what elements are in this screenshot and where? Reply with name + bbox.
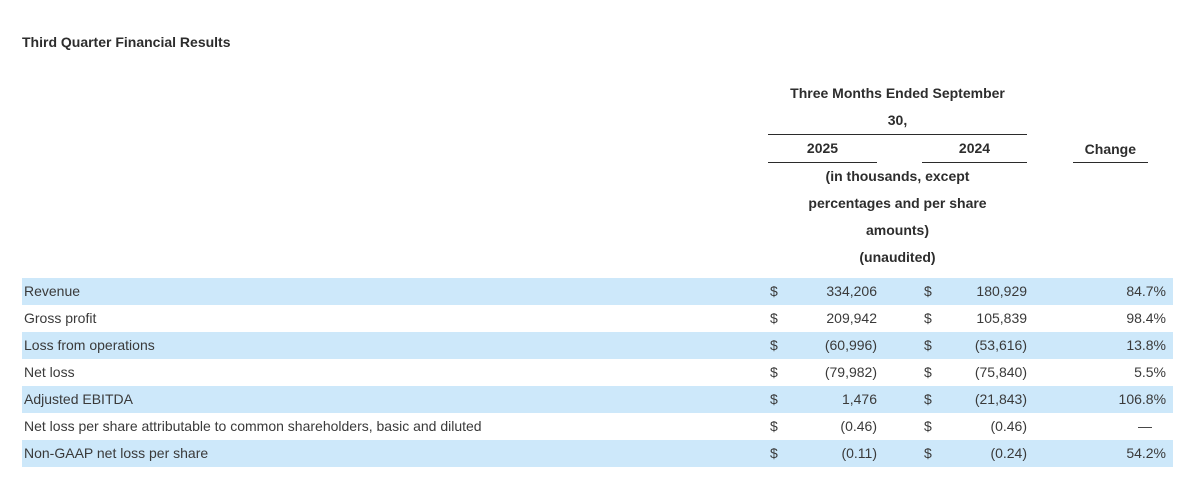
change-value: 106.8% bbox=[1027, 386, 1174, 413]
table-row: Revenue $ 334,206 $ 180,929 84.7% bbox=[22, 278, 1174, 305]
currency-symbol: $ bbox=[768, 278, 798, 305]
page-title: Third Quarter Financial Results bbox=[22, 34, 231, 50]
change-header-label: Change bbox=[1072, 136, 1149, 163]
column-header-change: Change bbox=[1027, 135, 1173, 163]
column-gap bbox=[877, 386, 922, 413]
value-2025: 1,476 bbox=[798, 386, 877, 413]
value-2024: (21,843) bbox=[952, 386, 1028, 413]
value-2025: (79,982) bbox=[824, 364, 877, 380]
table-row: Net loss $ (79,982) $ (75,840) 5.5% bbox=[22, 359, 1173, 386]
currency-symbol: $ bbox=[924, 364, 932, 380]
change-value: — bbox=[1138, 418, 1153, 434]
currency-symbol: $ bbox=[922, 386, 952, 413]
value-2025: (0.11) bbox=[798, 440, 877, 467]
table-header: Three Months Ended September 30, 2025 20… bbox=[22, 80, 1173, 278]
header-spacer bbox=[877, 135, 922, 163]
currency-symbol: $ bbox=[768, 386, 798, 413]
currency-symbol: $ bbox=[770, 310, 778, 326]
table-row: Non-GAAP net loss per share $ (0.11) $ (… bbox=[22, 440, 1174, 467]
row-label: Revenue bbox=[22, 278, 768, 305]
value-2025: (0.46) bbox=[840, 418, 877, 434]
header-spacer bbox=[22, 80, 768, 135]
row-label: Net loss per share attributable to commo… bbox=[24, 418, 482, 434]
currency-symbol: $ bbox=[922, 440, 952, 467]
table-subnotes: (in thousands, except percentages and pe… bbox=[768, 163, 1027, 279]
currency-symbol: $ bbox=[768, 440, 798, 467]
table-row: Loss from operations $ (60,996) $ (53,61… bbox=[22, 332, 1174, 359]
column-gap bbox=[877, 278, 922, 305]
currency-symbol: $ bbox=[924, 310, 932, 326]
column-gap bbox=[877, 332, 922, 359]
header-spacer bbox=[1027, 163, 1173, 279]
column-header-2024: 2024 bbox=[922, 134, 1028, 163]
column-header-2025: 2025 bbox=[768, 134, 877, 163]
value-2025: (60,996) bbox=[798, 332, 877, 359]
currency-symbol: $ bbox=[924, 418, 932, 434]
value-2025: 334,206 bbox=[798, 278, 877, 305]
period-header: Three Months Ended September 30, bbox=[768, 80, 1028, 135]
column-gap bbox=[877, 413, 922, 440]
table-row: Adjusted EBITDA $ 1,476 $ (21,843) 106.8… bbox=[22, 386, 1174, 413]
table-row: Gross profit $ 209,942 $ 105,839 98.4% bbox=[22, 305, 1173, 332]
currency-symbol: $ bbox=[770, 418, 778, 434]
subnote-line: (unaudited) bbox=[859, 249, 936, 265]
currency-symbol: $ bbox=[770, 364, 778, 380]
value-2024: (0.24) bbox=[952, 440, 1028, 467]
change-value: 54.2% bbox=[1027, 440, 1174, 467]
financial-results-table: Three Months Ended September 30, 2025 20… bbox=[22, 80, 1174, 467]
subnote-line: (in thousands, except bbox=[825, 168, 970, 184]
column-gap bbox=[877, 305, 922, 332]
change-value: 13.8% bbox=[1027, 332, 1174, 359]
header-spacer bbox=[22, 163, 768, 279]
change-value: 98.4% bbox=[1126, 310, 1167, 326]
period-header-row: Three Months Ended September 30, bbox=[22, 80, 1173, 135]
value-2024: 105,839 bbox=[976, 310, 1028, 326]
header-spacer bbox=[22, 135, 768, 163]
column-gap bbox=[877, 440, 922, 467]
value-2025: 209,942 bbox=[826, 310, 877, 326]
row-label: Net loss bbox=[24, 364, 75, 380]
row-label: Adjusted EBITDA bbox=[22, 386, 768, 413]
subnote-row: (in thousands, except percentages and pe… bbox=[22, 163, 1173, 279]
subnote-line: percentages and per share bbox=[808, 195, 987, 211]
row-label: Loss from operations bbox=[22, 332, 768, 359]
currency-symbol: $ bbox=[922, 332, 952, 359]
year-header-row: 2025 2024 Change bbox=[22, 134, 1173, 163]
period-header-line2: 30, bbox=[887, 112, 908, 128]
value-2024: (53,616) bbox=[952, 332, 1028, 359]
value-2024: (0.46) bbox=[990, 418, 1028, 434]
row-label: Gross profit bbox=[24, 310, 97, 326]
value-2024: (75,840) bbox=[974, 364, 1028, 380]
table-body: Revenue $ 334,206 $ 180,929 84.7% Gross … bbox=[22, 278, 1174, 467]
change-value: 84.7% bbox=[1027, 278, 1174, 305]
currency-symbol: $ bbox=[922, 278, 952, 305]
column-gap bbox=[877, 359, 922, 386]
currency-symbol: $ bbox=[768, 332, 798, 359]
change-value: 5.5% bbox=[1134, 364, 1167, 380]
table-row: Net loss per share attributable to commo… bbox=[22, 413, 1173, 440]
period-header-line1: Three Months Ended September bbox=[790, 85, 1005, 101]
subnote-line: amounts) bbox=[866, 222, 929, 238]
header-spacer bbox=[1027, 80, 1173, 135]
row-label: Non-GAAP net loss per share bbox=[22, 440, 768, 467]
value-2024: 180,929 bbox=[952, 278, 1028, 305]
